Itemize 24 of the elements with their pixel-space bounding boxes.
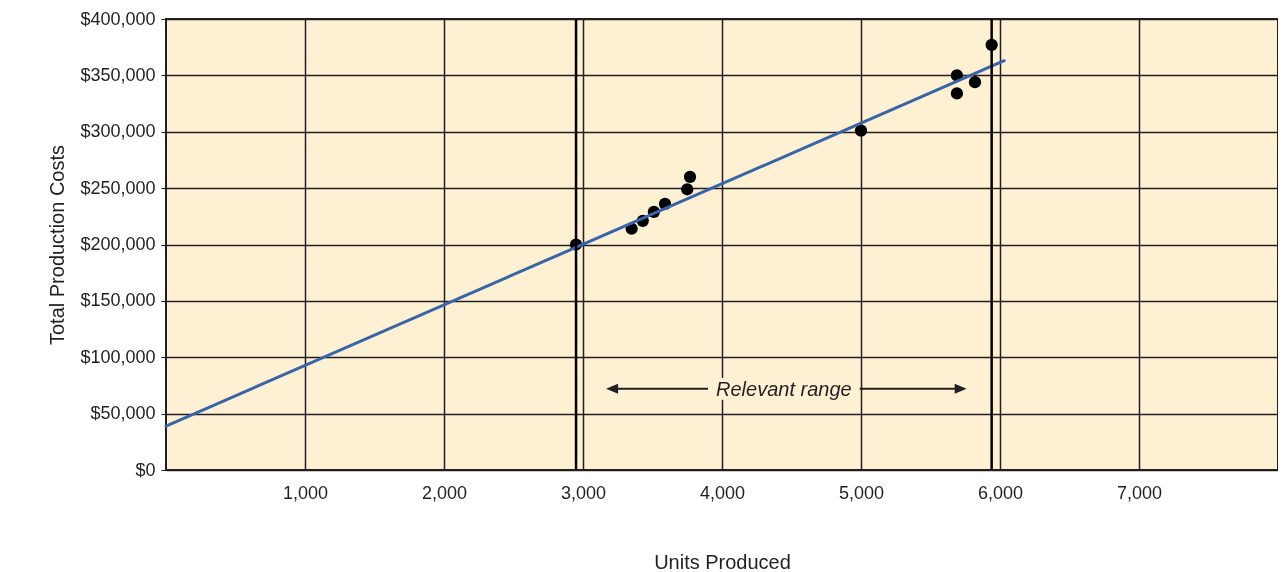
x-tick-label: 7,000 xyxy=(1116,482,1163,503)
point xyxy=(854,124,868,137)
y-tick-label: $250,000 xyxy=(80,177,156,198)
x-tick-label: 5,000 xyxy=(838,482,885,503)
y-tick-label: $50,000 xyxy=(90,403,156,424)
y-axis-title: Total Production Costs xyxy=(46,144,69,346)
y-tick-label: $300,000 xyxy=(80,121,156,142)
x-tick-label: 2,000 xyxy=(421,482,468,503)
point xyxy=(681,183,694,196)
x-axis-title: Units Produced xyxy=(654,550,791,572)
y-tick-label: $350,000 xyxy=(80,64,156,85)
annotation: Relevant range xyxy=(716,377,852,400)
y-tick-label: $400,000 xyxy=(80,8,156,29)
point xyxy=(950,87,964,100)
x-tick-label: 6,000 xyxy=(977,482,1024,503)
y-tick-label: $0 xyxy=(135,459,156,480)
x-tick-label: 3,000 xyxy=(560,482,607,503)
point xyxy=(968,76,982,89)
y-tick-label: $150,000 xyxy=(80,290,156,311)
point xyxy=(683,170,697,183)
y-tick-label: $100,000 xyxy=(80,346,156,367)
y-tick-label: $200,000 xyxy=(80,234,156,254)
x-tick-label: 1,000 xyxy=(282,482,329,503)
x-tick-label: 4,000 xyxy=(699,482,746,503)
